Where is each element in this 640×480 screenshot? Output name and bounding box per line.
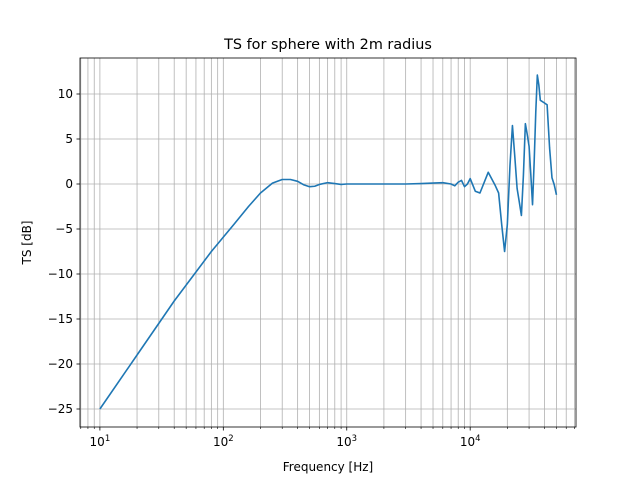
x-tick-label: 101 bbox=[90, 434, 111, 449]
y-tick-label: 5 bbox=[65, 132, 73, 146]
x-tick-exponent: 1 bbox=[105, 434, 110, 444]
y-tick-label: −10 bbox=[48, 267, 73, 281]
y-tick-label: −25 bbox=[48, 402, 73, 416]
chart-title: TS for sphere with 2m radius bbox=[223, 37, 432, 53]
grid bbox=[80, 58, 576, 427]
x-axis-label: Frequency [Hz] bbox=[283, 460, 374, 474]
y-axis-label: TS [dB] bbox=[20, 221, 34, 266]
x-tick-base: 10 bbox=[336, 435, 351, 449]
x-tick-exponent: 4 bbox=[475, 434, 480, 444]
y-tick-label: −5 bbox=[55, 222, 73, 236]
y-tick-label: −20 bbox=[48, 357, 73, 371]
x-tick-base: 10 bbox=[213, 435, 228, 449]
x-tick-base: 10 bbox=[460, 435, 475, 449]
x-tick-exponent: 2 bbox=[228, 434, 233, 444]
plot-frame bbox=[79, 57, 577, 428]
x-tick-label: 103 bbox=[336, 434, 357, 449]
y-tick-label: 0 bbox=[65, 177, 73, 191]
x-tick-label: 104 bbox=[460, 434, 481, 449]
series-layer bbox=[99, 74, 558, 410]
x-tick-label: 102 bbox=[213, 434, 234, 449]
ts-line bbox=[99, 74, 558, 410]
x-tick-exponent: 3 bbox=[352, 434, 357, 444]
y-tick-label: −15 bbox=[48, 312, 73, 326]
x-tick-base: 10 bbox=[90, 435, 105, 449]
y-tick-label: 10 bbox=[58, 87, 73, 101]
